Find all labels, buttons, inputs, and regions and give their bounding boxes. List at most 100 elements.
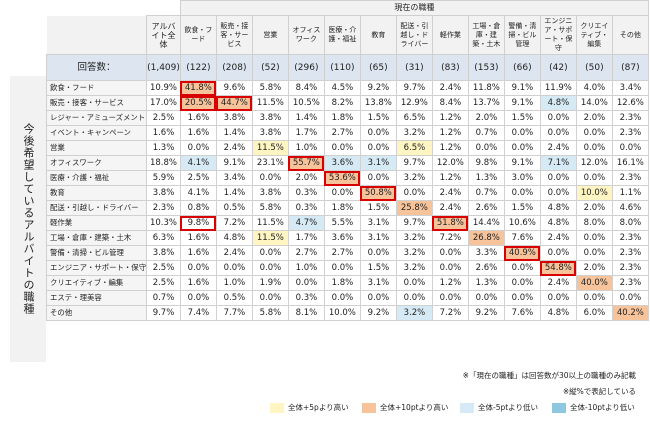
value-cell: 1.8%: [323, 275, 361, 291]
value-cell: 3.1%: [359, 155, 397, 171]
value-cell: 1.2%: [431, 140, 469, 156]
table-row: 営業 1.3% 0.0% 2.4% 11.5% 1.0% 0.0% 0.0% 6.5% 1.2% 0…: [45, 140, 649, 156]
value-cell-all: 2.5%: [146, 260, 181, 276]
col-header: 医療・介護・福祉: [323, 15, 361, 55]
value-cell: 8.4%: [431, 95, 469, 111]
col-header: 教育: [359, 15, 397, 55]
value-cell: 9.8%: [179, 215, 217, 231]
col-header-all: アルバイト全体: [146, 15, 181, 55]
value-cell: 2.3%: [611, 260, 649, 276]
value-cell: 1.6%: [179, 110, 217, 126]
value-cell-all: 10.3%: [146, 215, 181, 231]
value-cell-all: 2.5%: [146, 275, 181, 291]
value-cell: 14.4%: [467, 215, 505, 231]
value-cell: 0.0%: [539, 290, 577, 306]
column-header-row: アルバイト全体 飲食・フード 販売・接客・サービス 営業 オフィスワーク 医療・介護・福…: [46, 15, 649, 55]
row-label: その他: [45, 305, 148, 321]
value-cell: 0.8%: [179, 200, 217, 216]
value-cell: 0.0%: [539, 245, 577, 261]
value-cell: 3.1%: [359, 275, 397, 291]
row-label: 軽作業: [45, 215, 148, 231]
value-cell: 5.5%: [323, 215, 361, 231]
value-cell: 1.4%: [215, 125, 253, 141]
value-cell: 1.3%: [467, 170, 505, 186]
value-cell: 0.3%: [287, 290, 325, 306]
value-cell-all: 3.8%: [146, 185, 181, 201]
value-cell: 2.4%: [431, 185, 469, 201]
value-cell: 1.5%: [503, 110, 541, 126]
table-row: イベント・キャンペーン 1.6% 1.6% 1.4% 3.8% 1.7% 2.7% 0.0% 3…: [45, 125, 649, 141]
legend-item: 全体+10ptより高い: [362, 402, 448, 413]
value-cell: 2.3%: [611, 275, 649, 291]
table-row: 工場・倉庫・建築・土木 6.3% 1.6% 4.8% 11.5% 1.7% 3.6% 3.1%…: [45, 230, 649, 246]
count-cell: (122): [179, 54, 217, 81]
value-cell: 1.3%: [467, 275, 505, 291]
value-cell: 40.2%: [611, 305, 649, 321]
value-cell: 2.3%: [611, 125, 649, 141]
value-cell: 1.5%: [359, 200, 397, 216]
value-cell: 0.0%: [575, 230, 613, 246]
value-cell: 0.0%: [359, 125, 397, 141]
value-cell: 0.0%: [503, 290, 541, 306]
value-cell: 11.5%: [251, 230, 289, 246]
value-cell: 2.7%: [323, 245, 361, 261]
col-header: クリエイティブ・編集: [575, 15, 613, 55]
value-cell: 2.4%: [431, 80, 469, 96]
value-cell: 1.4%: [215, 185, 253, 201]
value-cell: 9.1%: [215, 155, 253, 171]
row-label: エステ・理美容: [45, 290, 148, 306]
value-cell: 1.2%: [431, 125, 469, 141]
value-cell: 2.3%: [611, 110, 649, 126]
value-cell: 8.2%: [323, 95, 361, 111]
legend-label: 全体-5ptより低い: [478, 403, 539, 412]
value-cell: 10.0%: [575, 185, 613, 201]
value-cell: 0.0%: [359, 245, 397, 261]
value-cell-all: 3.8%: [146, 245, 181, 261]
value-cell: 9.1%: [503, 80, 541, 96]
value-cell: 6.0%: [575, 305, 613, 321]
value-cell-all: 0.7%: [146, 290, 181, 306]
value-cell: 3.6%: [323, 230, 361, 246]
value-cell: 1.6%: [179, 275, 217, 291]
table-row: クリエイティブ・編集 2.5% 1.6% 1.0% 1.9% 0.0% 1.8% 3.1% 0.…: [45, 275, 649, 291]
col-header: 配送・引越し・ドライバー: [395, 15, 433, 55]
value-cell: 26.8%: [467, 230, 505, 246]
value-cell: 3.8%: [251, 110, 289, 126]
value-cell: 0.0%: [503, 275, 541, 291]
value-cell: 4.7%: [287, 215, 325, 231]
value-cell: 0.0%: [251, 170, 289, 186]
value-cell: 1.6%: [179, 245, 217, 261]
row-label: レジャー・アミューズメント: [45, 110, 148, 126]
value-cell: 1.0%: [287, 260, 325, 276]
value-cell: 0.0%: [359, 170, 397, 186]
value-cell: 2.4%: [539, 140, 577, 156]
value-cell: 3.2%: [395, 170, 433, 186]
value-cell: 0.0%: [251, 245, 289, 261]
value-cell: 0.0%: [503, 185, 541, 201]
count-cell: (65): [359, 54, 397, 81]
row-label: エンジニア・サポート・保守: [45, 260, 148, 276]
value-cell: 0.0%: [251, 260, 289, 276]
value-cell: 2.3%: [611, 245, 649, 261]
value-cell: 0.3%: [287, 200, 325, 216]
col-header: 販売・接客・サービス: [215, 15, 253, 55]
value-cell: 0.0%: [215, 260, 253, 276]
value-cell: 6.5%: [395, 140, 433, 156]
value-cell: 9.7%: [395, 215, 433, 231]
count-cell: (42): [539, 54, 577, 81]
table-row: エステ・理美容 0.7% 0.0% 0.5% 0.0% 0.3% 0.0% 0.0% 0.0% 0…: [45, 290, 649, 306]
value-cell: 1.6%: [179, 125, 217, 141]
value-cell: 0.0%: [323, 260, 361, 276]
value-cell: 9.8%: [467, 155, 505, 171]
value-cell: 0.3%: [287, 185, 325, 201]
value-cell: 0.0%: [251, 290, 289, 306]
legend-label: 全体-10ptより低い: [570, 403, 635, 412]
value-cell: 0.0%: [179, 290, 217, 306]
table-row: エンジニア・サポート・保守 2.5% 0.0% 0.0% 0.0% 1.0% 0.0% 1.5…: [45, 260, 649, 276]
value-cell: 1.8%: [323, 110, 361, 126]
value-cell: 11.8%: [467, 80, 505, 96]
row-label: 医療・介護・福祉: [45, 170, 148, 186]
value-cell: 0.0%: [431, 260, 469, 276]
value-cell: 0.0%: [467, 290, 505, 306]
table-row: 配送・引越し・ドライバー 2.3% 0.8% 0.5% 5.8% 0.3% 1.8% 1.5%…: [45, 200, 649, 216]
